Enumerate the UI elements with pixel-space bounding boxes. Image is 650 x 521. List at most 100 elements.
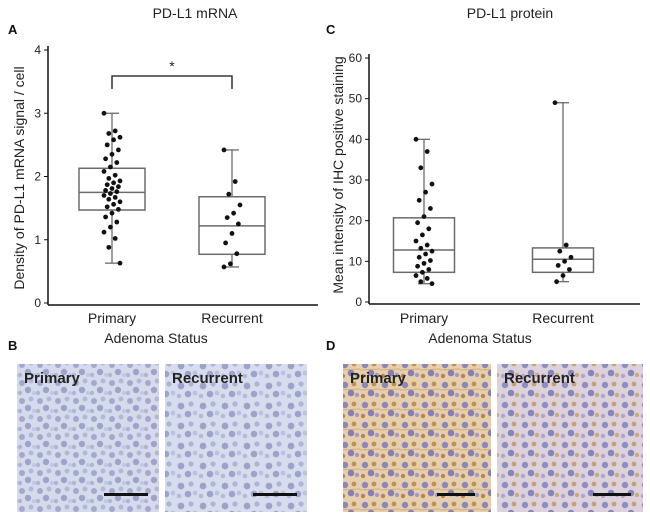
data-point [421, 260, 427, 266]
data-point [114, 189, 120, 195]
data-point [552, 100, 558, 106]
data-point [224, 215, 230, 221]
significance-bracket [111, 75, 233, 89]
data-point [112, 194, 118, 200]
data-point [112, 236, 118, 241]
data-point [554, 279, 559, 285]
chart-a-tick-label: 1 [34, 233, 41, 247]
chart-c-title: PD-L1 protein [467, 5, 553, 21]
data-point [418, 165, 424, 171]
chart-pd-l1-mrna: PD-L1 mRNA Density of PD-L1 mRNA signal … [11, 5, 318, 346]
scale-bar [593, 493, 631, 496]
chart-c-axes [368, 54, 640, 305]
chart-c-tick-label: 10 [349, 254, 363, 268]
data-point [428, 206, 433, 211]
data-point [234, 251, 240, 257]
data-point [229, 231, 235, 236]
micrograph-d-primary: Primary [343, 364, 491, 512]
data-point [221, 264, 227, 270]
data-point [101, 169, 107, 174]
scale-bar [437, 493, 475, 496]
data-point [413, 273, 419, 278]
data-point [116, 147, 121, 153]
data-point [112, 128, 118, 134]
chart-pd-l1-protein: PD-L1 protein Mean intensity of IHC posi… [330, 5, 640, 346]
data-point [223, 240, 229, 246]
data-point [112, 172, 118, 178]
data-point [421, 214, 427, 220]
scale-bar [253, 493, 297, 496]
data-point [108, 224, 113, 230]
data-point [236, 221, 241, 227]
chart-c-box-recurrent [531, 100, 595, 285]
chart-a-tick-label: 4 [34, 43, 41, 57]
chart-a-box-recurrent [198, 147, 266, 270]
panel-letter-d: D [326, 338, 335, 353]
chart-a-significance: * [111, 58, 233, 89]
data-point [418, 245, 424, 251]
data-point [104, 204, 110, 210]
chart-a-y-axis-label: Density of PD-L1 mRNA signal / cell [11, 66, 27, 289]
data-point [568, 254, 574, 260]
data-point [103, 214, 108, 220]
data-point [117, 134, 123, 140]
chart-c-tick-label: 60 [349, 51, 363, 65]
data-point [420, 232, 425, 238]
chart-c-tick-label: 0 [355, 295, 362, 309]
chart-c-tick-label: 40 [349, 132, 363, 146]
panel-letter-b: B [8, 338, 17, 353]
data-point [109, 186, 115, 191]
chart-a-tick-label: 2 [34, 170, 41, 184]
chart-a-boxes [78, 110, 266, 270]
data-point [429, 248, 435, 254]
data-point [416, 197, 422, 203]
data-point [109, 151, 115, 157]
chart-a-axes [47, 46, 318, 306]
micrograph-d-recurrent: Recurrent [497, 364, 643, 512]
data-point [104, 142, 110, 148]
data-point [117, 260, 123, 266]
micrograph-b-recurrent-label: Recurrent [172, 370, 243, 387]
micrograph-b-recurrent: Recurrent [165, 364, 307, 512]
data-point [228, 261, 233, 267]
data-point [567, 267, 572, 272]
data-point [106, 175, 112, 181]
chart-a-category-label: Primary [88, 310, 136, 326]
data-point [108, 191, 113, 196]
data-point [423, 189, 428, 195]
scale-bar [104, 493, 148, 496]
data-point [426, 226, 432, 232]
chart-c-tick-label: 20 [349, 214, 363, 228]
data-point [111, 201, 116, 207]
data-point [413, 238, 419, 244]
data-point [555, 263, 561, 268]
chart-c-box-primary [392, 136, 456, 287]
chart-a-box-primary [78, 110, 146, 266]
chart-c-boxes [392, 100, 595, 287]
data-point [116, 206, 121, 212]
chart-c-categories: Primary Recurrent [400, 310, 594, 326]
data-point [117, 199, 123, 205]
micrograph-d-primary-label: Primary [350, 370, 407, 387]
chart-a-title: PD-L1 mRNA [153, 5, 238, 21]
chart-a-x-axis-label: Adenoma Status [104, 330, 208, 346]
significance-marker: * [169, 58, 175, 74]
chart-a-ticks: 0 1 2 3 4 [34, 43, 48, 310]
data-point [562, 258, 567, 264]
data-point [428, 258, 433, 263]
data-point [231, 210, 237, 216]
chart-a-tick-label: 3 [34, 106, 41, 120]
data-point [109, 210, 115, 216]
chart-a-category-label: Recurrent [201, 310, 263, 326]
data-point [563, 242, 569, 248]
data-point [232, 179, 238, 184]
data-point [226, 191, 232, 197]
chart-c-category-label: Recurrent [532, 310, 594, 326]
data-point [416, 254, 422, 260]
data-point [415, 220, 420, 226]
data-point [424, 242, 430, 248]
data-point [117, 178, 123, 184]
data-point [114, 160, 120, 165]
micrograph-d-recurrent-label: Recurrent [504, 370, 575, 387]
